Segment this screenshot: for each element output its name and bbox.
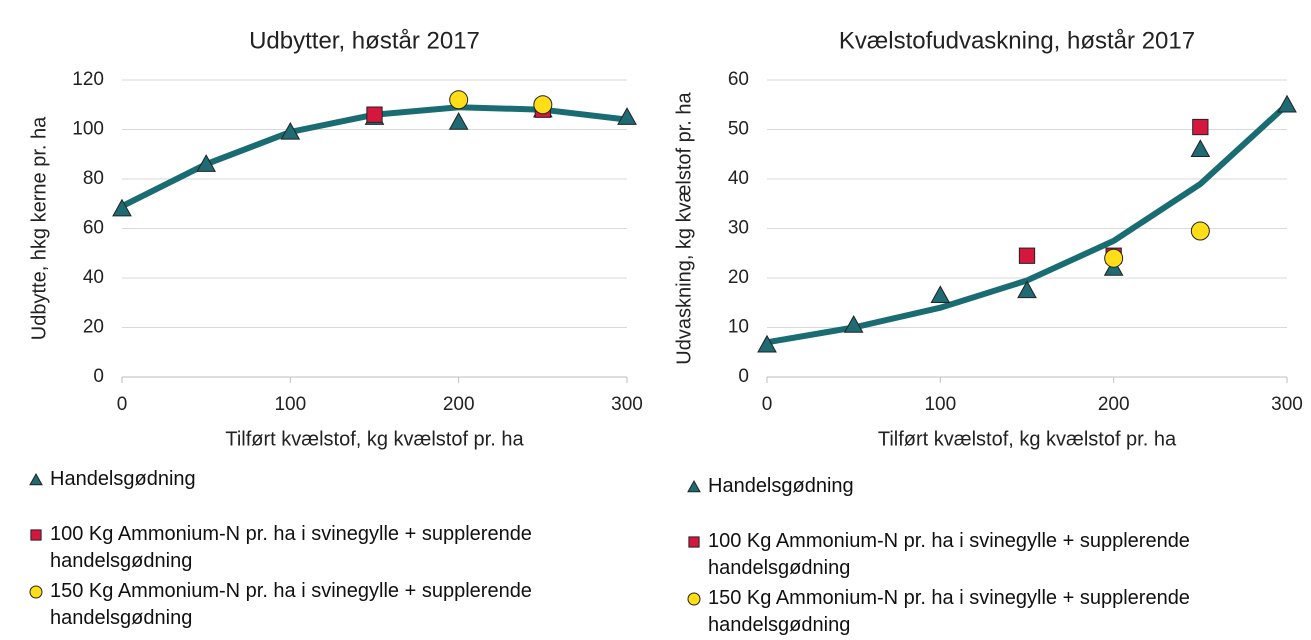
y-tick-label: 50	[728, 119, 749, 140]
y-axis-label: Udvaskning, kg kvælstof pr. ha	[673, 91, 695, 364]
marker-circle	[449, 90, 469, 110]
legend-marker	[29, 585, 43, 599]
legend-marker	[687, 479, 701, 493]
y-tick-label: 80	[83, 168, 104, 189]
y-axis-label: Udbytte, hkg kerne pr. ha	[28, 116, 50, 340]
marker-square	[1192, 118, 1209, 136]
y-tick-label: 60	[83, 218, 104, 239]
legend-entry: 100 Kg Ammonium-N pr. ha i svinegylle + …	[686, 528, 1306, 582]
y-tick-label: 20	[728, 267, 749, 288]
y-tick-label: 0	[93, 366, 104, 387]
x-tick-label: 100	[274, 394, 306, 415]
marker-triangle	[617, 107, 637, 125]
x-tick-label: 0	[117, 394, 128, 415]
legend-marker	[687, 592, 701, 606]
x-tick-label: 200	[1098, 394, 1130, 415]
y-tick-label: 0	[738, 366, 749, 387]
marker-triangle	[196, 154, 217, 172]
marker-circle	[533, 95, 553, 115]
legend-entry: 150 Kg Ammonium-N pr. ha i svinegylle + …	[686, 585, 1306, 639]
marker-circle	[687, 592, 701, 606]
legend-label: 100 Kg Ammonium-N pr. ha i svinegylle + …	[50, 523, 532, 572]
legend-label: Handelsgødning	[708, 475, 854, 497]
x-tick-label: 100	[924, 394, 956, 415]
x-tick-label: 200	[443, 394, 475, 415]
marker-triangle	[757, 334, 777, 353]
x-axis-label: Tilført kvælstof, kg kvælstof pr. ha	[878, 428, 1177, 450]
legend-marker	[29, 472, 43, 486]
legend-label: 150 Kg Ammonium-N pr. ha i svinegylle + …	[50, 580, 532, 629]
y-tick-label: 120	[72, 69, 104, 90]
y-tick-label: 20	[83, 317, 104, 338]
chart-title: Kvælstofudvaskning, høstår 2017	[839, 27, 1195, 54]
marker-triangle	[1190, 139, 1211, 157]
legend-entry: Handelsgødning	[28, 466, 668, 493]
y-tick-label: 60	[728, 69, 749, 90]
legend-marker	[30, 529, 42, 541]
marker-square	[30, 529, 42, 541]
trendline	[764, 101, 1290, 346]
marker-circle	[1190, 221, 1210, 241]
marker-circle	[29, 585, 43, 599]
y-tick-label: 100	[72, 119, 104, 140]
legend-marker	[688, 536, 700, 548]
x-axis-label: Tilført kvælstof, kg kvælstof pr. ha	[225, 428, 524, 450]
marker-square	[688, 536, 700, 548]
y-tick-label: 10	[728, 317, 749, 338]
legend-entry: 150 Kg Ammonium-N pr. ha i svinegylle + …	[28, 578, 668, 632]
marker-triangle	[687, 479, 701, 493]
marker-square	[366, 106, 383, 123]
chart-title: Udbytter, høstår 2017	[249, 27, 480, 54]
marker-circle	[1104, 248, 1124, 268]
marker-triangle	[29, 472, 43, 486]
x-tick-label: 0	[762, 394, 773, 415]
legend-label: 100 Kg Ammonium-N pr. ha i svinegylle + …	[708, 530, 1190, 579]
y-tick-label: 40	[83, 267, 104, 288]
x-tick-label: 300	[611, 394, 643, 415]
legend-label: Handelsgødning	[50, 468, 196, 490]
marker-triangle	[843, 314, 864, 333]
marker-triangle	[280, 121, 301, 140]
y-tick-label: 30	[728, 218, 749, 239]
legend-label: 150 Kg Ammonium-N pr. ha i svinegylle + …	[708, 587, 1190, 636]
legend-entry: Handelsgødning	[686, 473, 1306, 500]
marker-square	[1018, 247, 1036, 264]
marker-triangle	[930, 285, 951, 304]
y-tick-label: 40	[728, 168, 749, 189]
legend-entry: 100 Kg Ammonium-N pr. ha i svinegylle + …	[28, 521, 668, 575]
marker-triangle	[448, 112, 469, 130]
marker-triangle	[112, 198, 132, 217]
x-tick-label: 300	[1271, 394, 1303, 415]
marker-triangle	[1017, 280, 1037, 299]
marker-triangle	[1277, 94, 1297, 113]
